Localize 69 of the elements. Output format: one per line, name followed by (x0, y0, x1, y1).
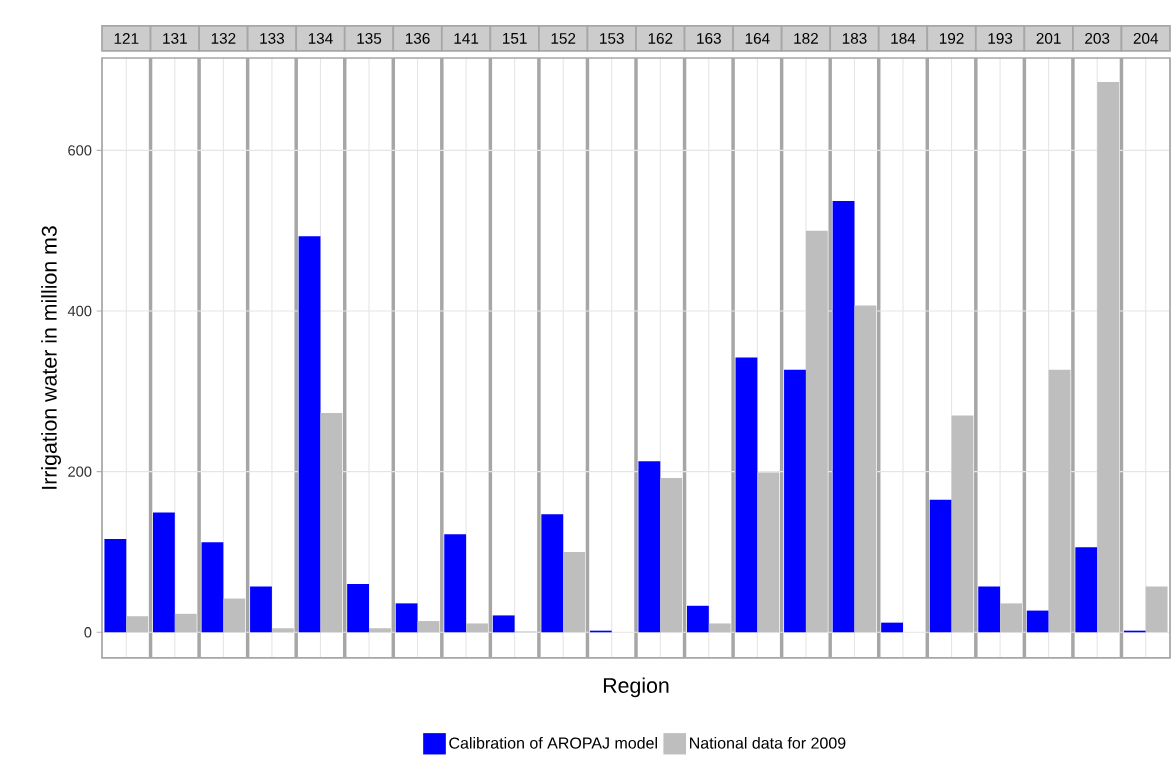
bar (1075, 547, 1098, 633)
x-tick-label: 183 (842, 33, 867, 44)
x-tick-label: 164 (745, 33, 770, 44)
bar (978, 586, 1001, 633)
bar (223, 598, 246, 633)
x-tick-label: 192 (939, 33, 964, 44)
bar (250, 586, 272, 633)
bar (417, 621, 440, 633)
bar (686, 605, 709, 633)
bar (881, 622, 903, 633)
x-tick-label: 151 (503, 33, 527, 44)
bar (152, 512, 175, 633)
x-tick-label: 152 (551, 33, 576, 44)
y-tick-label: 400 (67, 305, 92, 317)
bar (1000, 603, 1022, 633)
x-tick-label: 141 (454, 33, 479, 44)
x-tick-label: 131 (163, 33, 187, 44)
bar (541, 514, 564, 633)
bar (320, 413, 343, 633)
bar (1097, 82, 1120, 633)
x-tick-label: 201 (1036, 33, 1061, 44)
x-tick-label: 136 (405, 33, 430, 44)
bar (369, 628, 391, 633)
x-tick-label: 163 (697, 33, 721, 44)
bar (395, 603, 418, 633)
bar (951, 415, 974, 633)
y-tick-label: 600 (68, 145, 92, 156)
x-tick-label: 204 (1133, 33, 1159, 44)
bar (1145, 586, 1168, 633)
legend-label: Calibration of AROPAJ model (449, 737, 657, 749)
bar (174, 613, 197, 633)
x-tick-label: 121 (114, 33, 139, 44)
x-tick-label: 134 (308, 33, 333, 44)
bar (104, 539, 127, 633)
bar (347, 584, 370, 633)
bar (298, 236, 321, 633)
bar (708, 623, 731, 633)
bar (201, 542, 224, 633)
bar (757, 472, 780, 633)
y-tick-label: 200 (68, 466, 92, 477)
bar (832, 200, 855, 633)
bar (492, 615, 515, 633)
legend-label: National data for 2009 (690, 737, 846, 749)
bar (444, 534, 467, 633)
bar (1026, 610, 1049, 633)
bar (929, 499, 952, 633)
x-tick-label: 162 (648, 33, 673, 44)
bar (271, 628, 294, 633)
x-tick-label: 184 (891, 33, 916, 44)
x-tick-label: 132 (211, 33, 236, 44)
bar (1048, 369, 1071, 633)
x-tick-label: 203 (1085, 33, 1110, 44)
bar (563, 551, 586, 633)
bar (638, 461, 661, 633)
x-tick-label: 193 (988, 33, 1013, 44)
y-axis-title: Irrigation water in million m3 (41, 226, 62, 489)
bar (466, 623, 488, 633)
bar (735, 357, 758, 633)
x-tick-label: 153 (600, 33, 624, 44)
x-tick-label: 133 (260, 33, 285, 44)
bar (805, 230, 828, 633)
bar (854, 305, 877, 633)
bar (126, 616, 149, 633)
x-tick-label: 135 (357, 33, 382, 44)
y-tick-label: 0 (84, 627, 92, 638)
x-tick-label: 182 (794, 33, 818, 44)
x-axis-title: Region (603, 677, 669, 698)
bar (784, 369, 806, 633)
bar (660, 478, 683, 633)
